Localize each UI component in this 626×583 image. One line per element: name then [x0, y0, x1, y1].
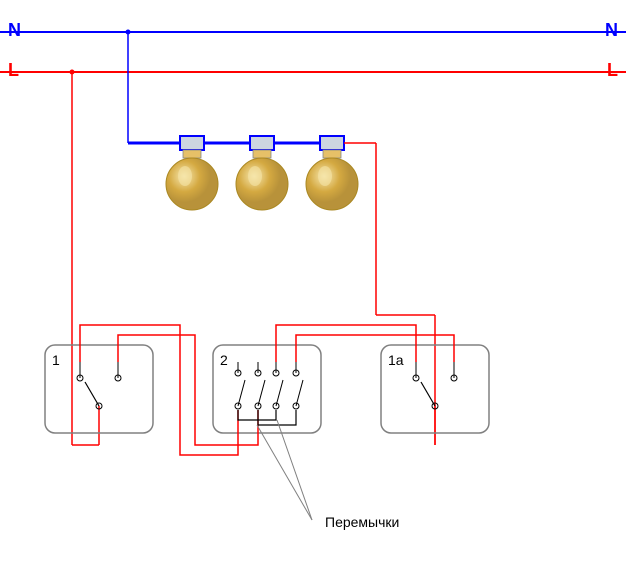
switch-1-contacts [77, 362, 121, 409]
lamp-1 [166, 136, 218, 210]
switch-1a-label: 1a [388, 352, 404, 368]
jumpers-label: Перемычки [325, 514, 399, 530]
switch-2-label: 2 [220, 352, 228, 368]
live-label-right: L [607, 60, 618, 81]
lamp-2 [236, 136, 288, 210]
switch-1-label: 1 [52, 352, 60, 368]
neutral-label-right: N [605, 20, 618, 41]
switch-2-jumpers [238, 410, 296, 425]
traveler-wires-2-to-1a [276, 325, 454, 362]
circuit-diagram [0, 0, 626, 583]
lamp-3 [306, 136, 358, 210]
jumper-leader-lines [257, 420, 312, 520]
neutral-label-left: N [8, 20, 21, 41]
switch-2-contacts [235, 362, 303, 409]
live-label-left: L [8, 60, 19, 81]
